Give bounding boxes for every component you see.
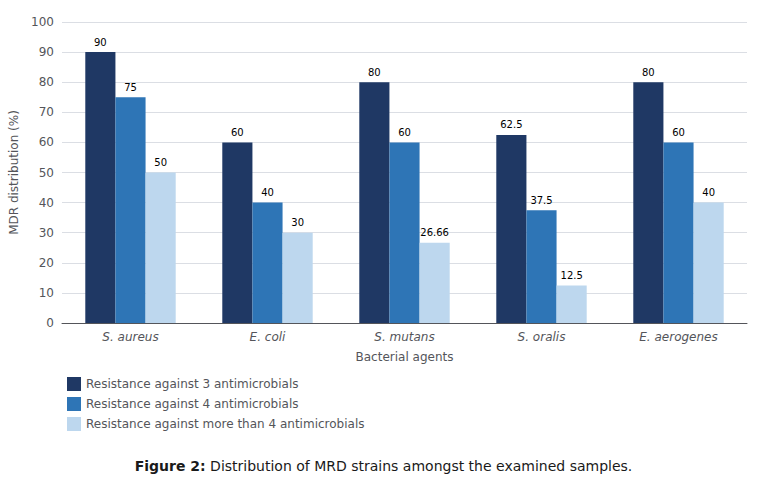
svg-text:70: 70: [39, 105, 54, 119]
svg-text:Figure 2:: Figure 2:: [135, 458, 206, 474]
svg-text:30: 30: [291, 217, 304, 228]
svg-text:80: 80: [642, 67, 655, 78]
svg-text:80: 80: [39, 75, 54, 89]
svg-text:75: 75: [124, 82, 137, 93]
svg-text:S. mutans: S. mutans: [374, 330, 434, 344]
svg-text:S. aureus: S. aureus: [102, 330, 158, 344]
svg-text:E. aerogenes: E. aerogenes: [639, 330, 717, 344]
svg-text:MDR distribution (%): MDR distribution (%): [7, 110, 21, 235]
svg-text:Bacterial agents: Bacterial agents: [356, 350, 454, 364]
svg-text:0: 0: [46, 316, 54, 330]
svg-text:50: 50: [154, 157, 167, 168]
svg-text:100: 100: [31, 15, 54, 29]
svg-text:37.5: 37.5: [530, 195, 552, 206]
svg-text:S. oralis: S. oralis: [518, 330, 566, 344]
svg-text:90: 90: [94, 37, 107, 48]
svg-text:60: 60: [39, 135, 54, 149]
svg-text:Distribution of MRD strains am: Distribution of MRD strains amongst the …: [206, 458, 633, 474]
svg-text:Resistance against 4 antimicro: Resistance against 4 antimicrobials: [86, 397, 298, 411]
svg-text:60: 60: [398, 127, 411, 138]
svg-text:60: 60: [672, 127, 685, 138]
svg-text:50: 50: [39, 166, 54, 180]
svg-text:40: 40: [39, 196, 54, 210]
svg-text:26.66: 26.66: [420, 227, 449, 238]
svg-text:12.5: 12.5: [561, 270, 583, 281]
svg-text:E. coli: E. coli: [250, 330, 286, 344]
svg-text:Resistance against more than 4: Resistance against more than 4 antimicro…: [86, 417, 364, 431]
svg-text:90: 90: [39, 45, 54, 59]
svg-text:30: 30: [39, 226, 54, 240]
svg-text:40: 40: [702, 187, 715, 198]
svg-text:40: 40: [261, 187, 274, 198]
svg-text:20: 20: [39, 256, 54, 270]
svg-text:60: 60: [231, 127, 244, 138]
svg-text:80: 80: [368, 67, 381, 78]
svg-text:62.5: 62.5: [500, 119, 522, 130]
svg-text:10: 10: [39, 286, 54, 300]
svg-text:Resistance against 3 antimicro: Resistance against 3 antimicrobials: [86, 377, 298, 391]
